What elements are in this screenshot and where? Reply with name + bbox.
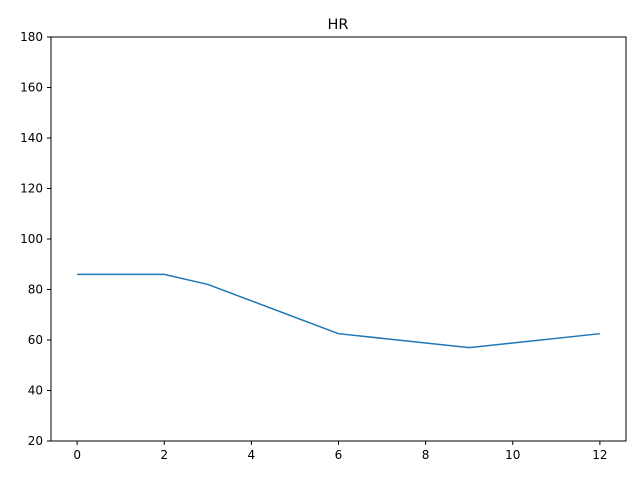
y-tick-label: 140 [20, 131, 43, 145]
x-tick-label: 2 [160, 448, 168, 462]
y-tick-label: 100 [20, 232, 43, 246]
y-tick-label: 120 [20, 182, 43, 196]
chart-title: HR [328, 17, 349, 33]
y-tick-label: 160 [20, 81, 43, 95]
y-tick-label: 80 [28, 283, 43, 297]
plot-frame [50, 36, 627, 442]
series-line [77, 273, 600, 349]
x-tick-label: 0 [73, 448, 81, 462]
y-tick-label: 40 [28, 384, 43, 398]
x-tick-label: 10 [505, 448, 520, 462]
x-axis: 0 2 4 6 8 10 12 [73, 441, 608, 462]
x-tick-label: 12 [592, 448, 607, 462]
plot-area [77, 273, 600, 349]
y-axis: 20 40 60 80 100 120 140 160 180 [20, 30, 51, 448]
y-tick-label: 20 [28, 434, 43, 448]
y-tick-label: 180 [20, 30, 43, 44]
y-tick-label: 60 [28, 333, 43, 347]
x-tick-label: 4 [248, 448, 256, 462]
x-tick-label: 8 [422, 448, 430, 462]
x-tick-label: 6 [335, 448, 343, 462]
